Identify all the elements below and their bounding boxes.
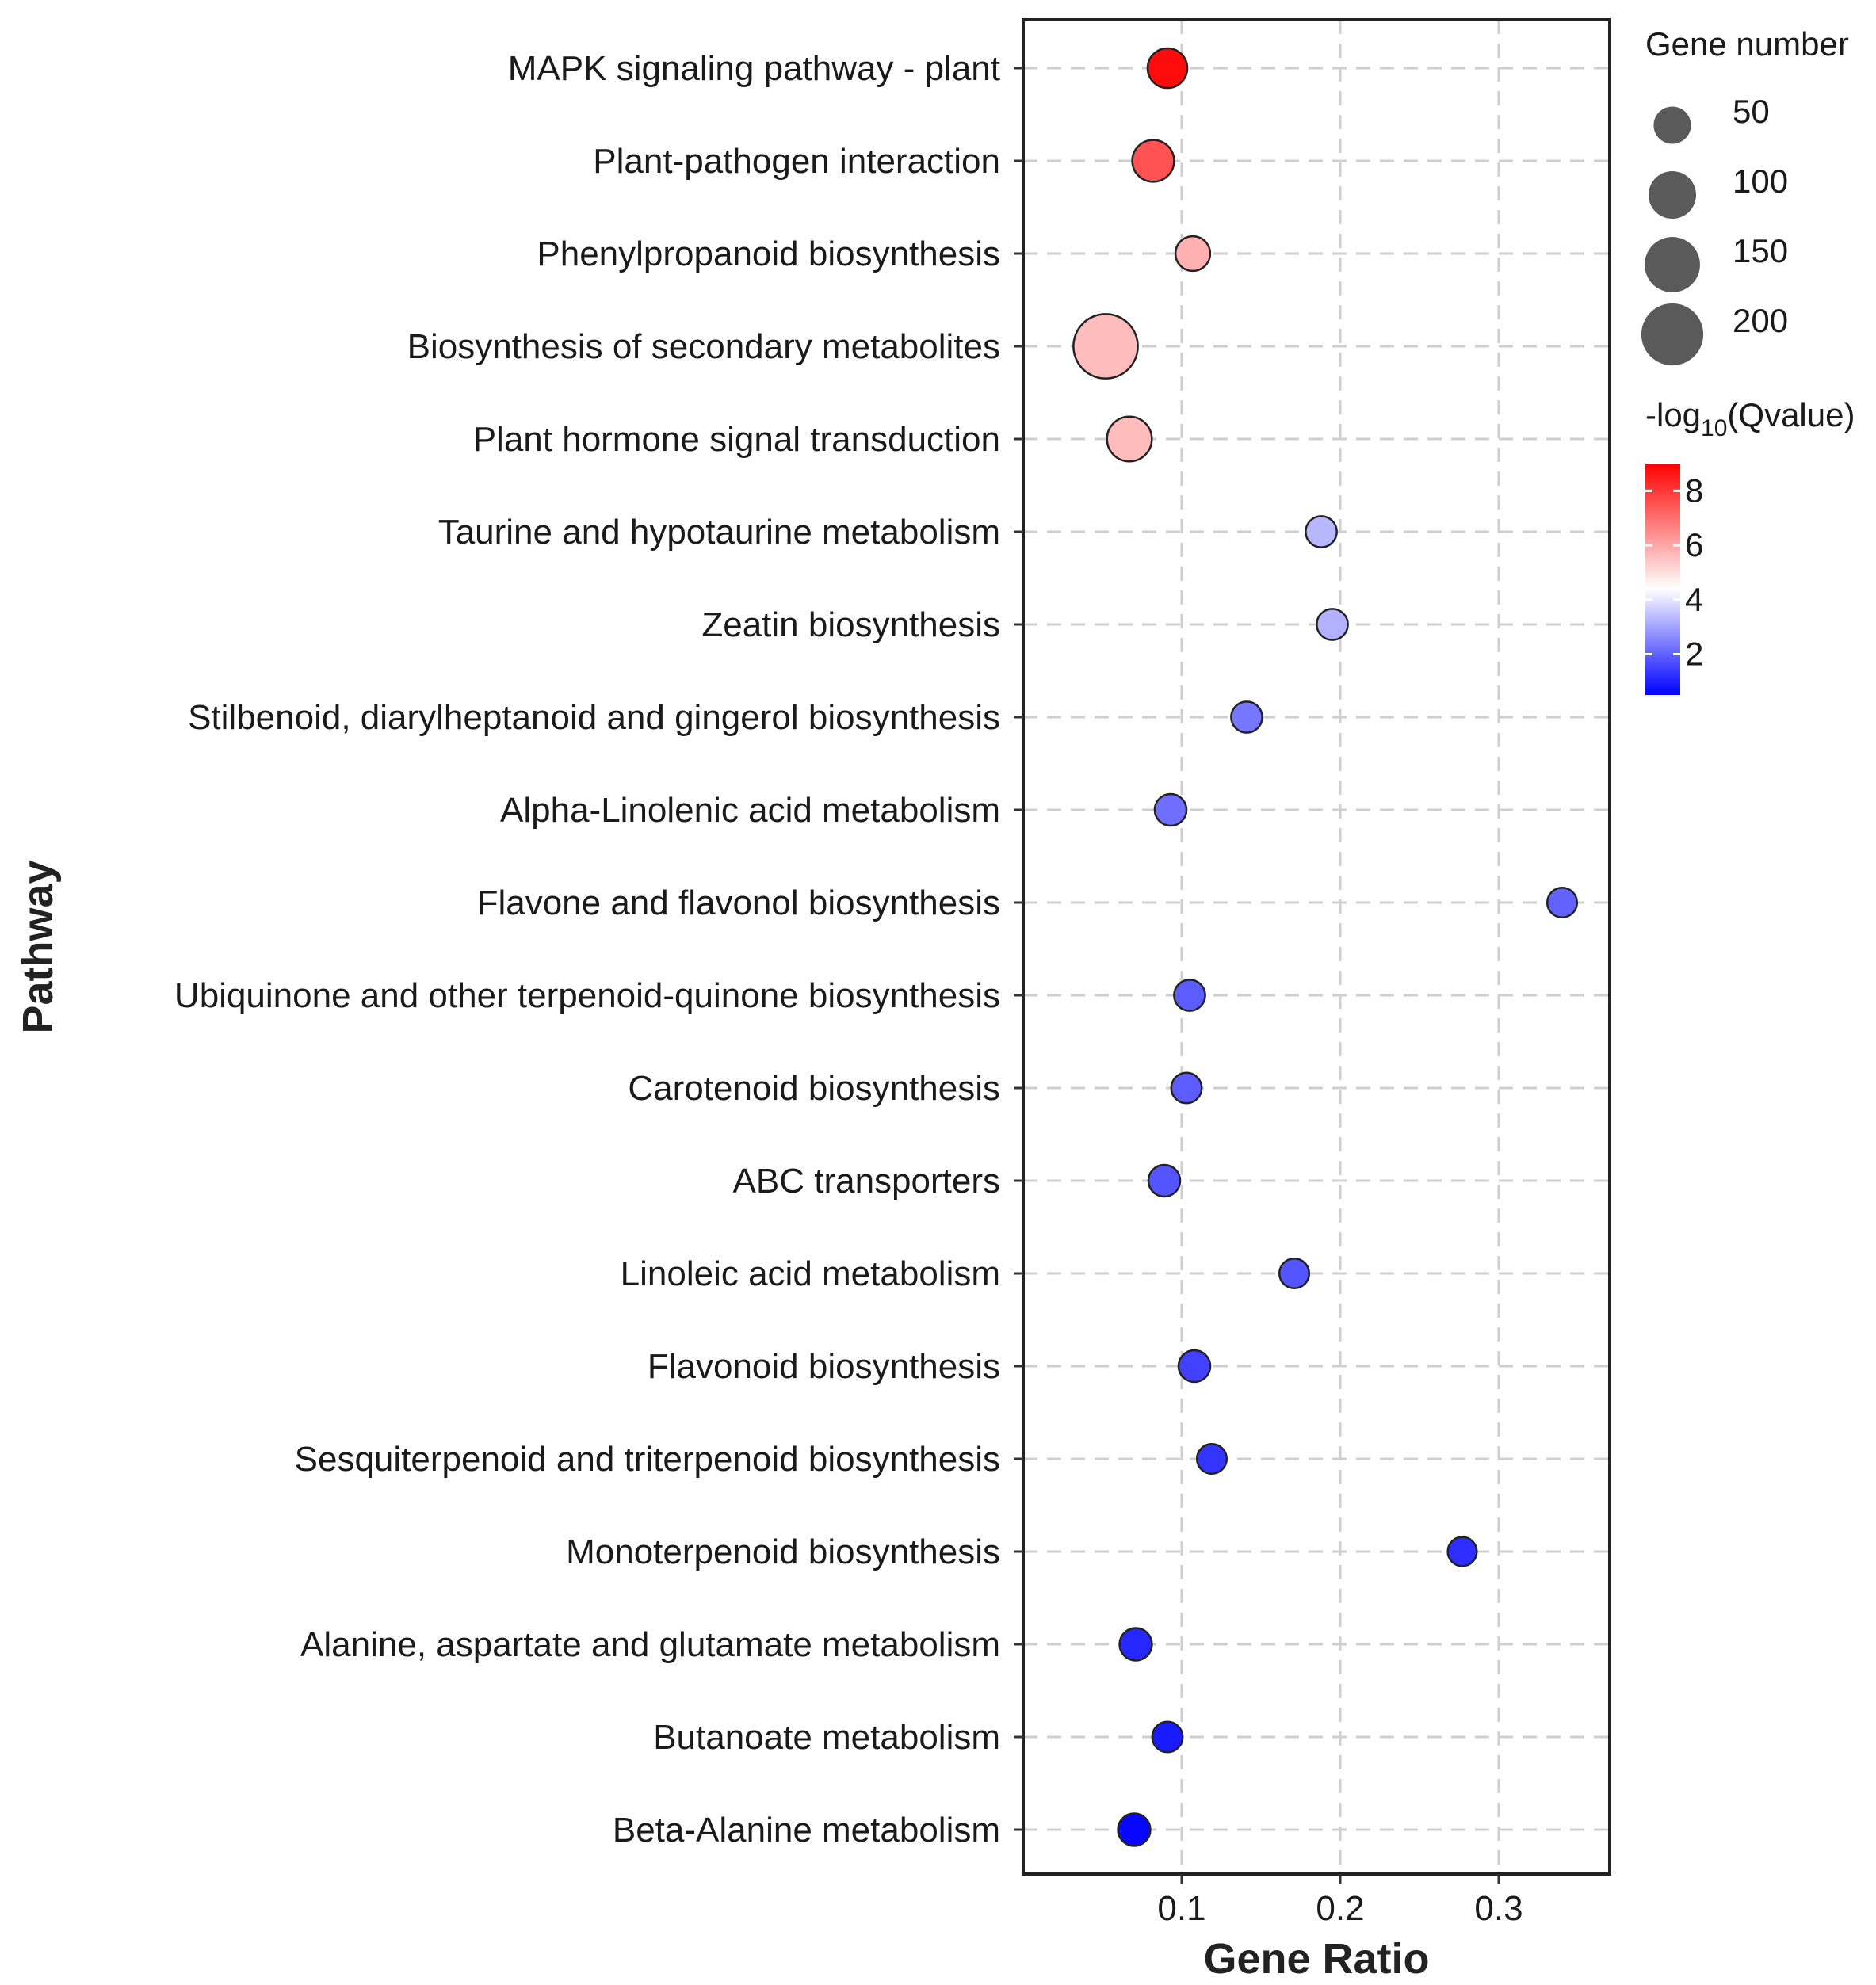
- category-label: Biosynthesis of secondary metabolites: [407, 327, 1000, 366]
- data-point: [1170, 1071, 1203, 1105]
- category-label: Ubiquinone and other terpenoid-quinone b…: [174, 976, 1000, 1015]
- size-legend-key: [1641, 303, 1704, 366]
- grid-lines: [1023, 20, 1610, 1874]
- size-legend-label: 50: [1733, 93, 1770, 130]
- data-point: [1151, 1720, 1184, 1754]
- data-point: [1118, 1627, 1153, 1662]
- color-legend-title-subscript: 10: [1701, 415, 1727, 441]
- data-point: [1446, 1536, 1478, 1567]
- data-point: [1147, 1163, 1182, 1198]
- size-legend-key: [1649, 171, 1696, 219]
- x-tick-label: 0.2: [1316, 1889, 1364, 1928]
- x-axis-ticks: 0.1 0.2 0.3: [1157, 1874, 1523, 1928]
- data-point: [1131, 139, 1175, 183]
- category-label: Flavone and flavonol biosynthesis: [477, 884, 1000, 922]
- color-legend-label: 2: [1685, 635, 1703, 672]
- category-label: Stilbenoid, diarylheptanoid and gingerol…: [188, 698, 1000, 737]
- category-label: Linoleic acid metabolism: [621, 1254, 1000, 1293]
- data-point: [1195, 1442, 1228, 1475]
- data-point: [1173, 979, 1206, 1012]
- y-axis-category-labels: MAPK signaling pathway - plant Plant-path…: [174, 49, 1023, 1849]
- category-label: Monoterpenoid biosynthesis: [566, 1533, 1000, 1571]
- data-point: [1153, 792, 1188, 827]
- category-label: ABC transporters: [733, 1162, 1000, 1201]
- category-label: Beta-Alanine metabolism: [613, 1811, 1000, 1849]
- data-point: [1174, 235, 1212, 273]
- data-point: [1106, 415, 1153, 463]
- color-legend-label: 6: [1685, 526, 1703, 563]
- data-point: [1546, 886, 1579, 919]
- color-scale-bar: [1645, 464, 1680, 695]
- size-legend: Gene number 50 100 150 200: [1641, 25, 1849, 366]
- data-points: [1072, 47, 1579, 1847]
- category-label: Phenylpropanoid biosynthesis: [537, 235, 1000, 273]
- data-point: [1278, 1257, 1311, 1290]
- category-label: Plant hormone signal transduction: [473, 420, 1000, 459]
- color-legend: -log10(Qvalue) 2 4 6 8: [1645, 396, 1855, 695]
- color-legend-label: 4: [1685, 581, 1703, 618]
- category-label: Alpha-Linolenic acid metabolism: [500, 791, 1000, 830]
- category-label: MAPK signaling pathway - plant: [508, 49, 1000, 88]
- y-axis-title: Pathway: [14, 860, 62, 1033]
- plot-panel-border: [1022, 18, 1611, 1876]
- data-point: [1230, 700, 1263, 734]
- data-point: [1072, 313, 1139, 380]
- category-label: Sesquiterpenoid and triterpenoid biosynt…: [295, 1440, 1000, 1479]
- data-point: [1305, 515, 1338, 548]
- x-tick-label: 0.1: [1157, 1889, 1205, 1928]
- color-legend-label: 8: [1685, 471, 1703, 509]
- category-label: Carotenoid biosynthesis: [628, 1069, 1000, 1108]
- color-legend-title-suffix: (Qvalue): [1727, 396, 1855, 433]
- size-legend-label: 100: [1733, 162, 1788, 200]
- size-legend-title: Gene number: [1645, 25, 1849, 63]
- data-point: [1117, 1812, 1152, 1847]
- data-point: [1177, 1349, 1212, 1384]
- data-point: [1146, 47, 1189, 90]
- data-point: [1316, 608, 1349, 641]
- size-legend-label: 150: [1733, 232, 1788, 269]
- category-label: Alanine, aspartate and glutamate metabol…: [300, 1625, 1000, 1664]
- size-legend-key: [1645, 237, 1700, 292]
- category-label: Zeatin biosynthesis: [701, 605, 1000, 644]
- x-tick-label: 0.3: [1474, 1889, 1523, 1928]
- category-label: Taurine and hypotaurine metabolism: [438, 513, 1000, 552]
- category-label: Flavonoid biosynthesis: [648, 1347, 1000, 1386]
- size-legend-key: [1653, 106, 1691, 144]
- category-label: Plant-pathogen interaction: [593, 142, 1000, 181]
- x-axis-title: Gene Ratio: [1203, 1935, 1429, 1983]
- size-legend-label: 200: [1733, 302, 1788, 339]
- color-legend-title: -log10(Qvalue): [1645, 396, 1855, 441]
- color-legend-title-prefix: -log: [1645, 396, 1701, 433]
- category-label: Butanoate metabolism: [653, 1718, 1000, 1757]
